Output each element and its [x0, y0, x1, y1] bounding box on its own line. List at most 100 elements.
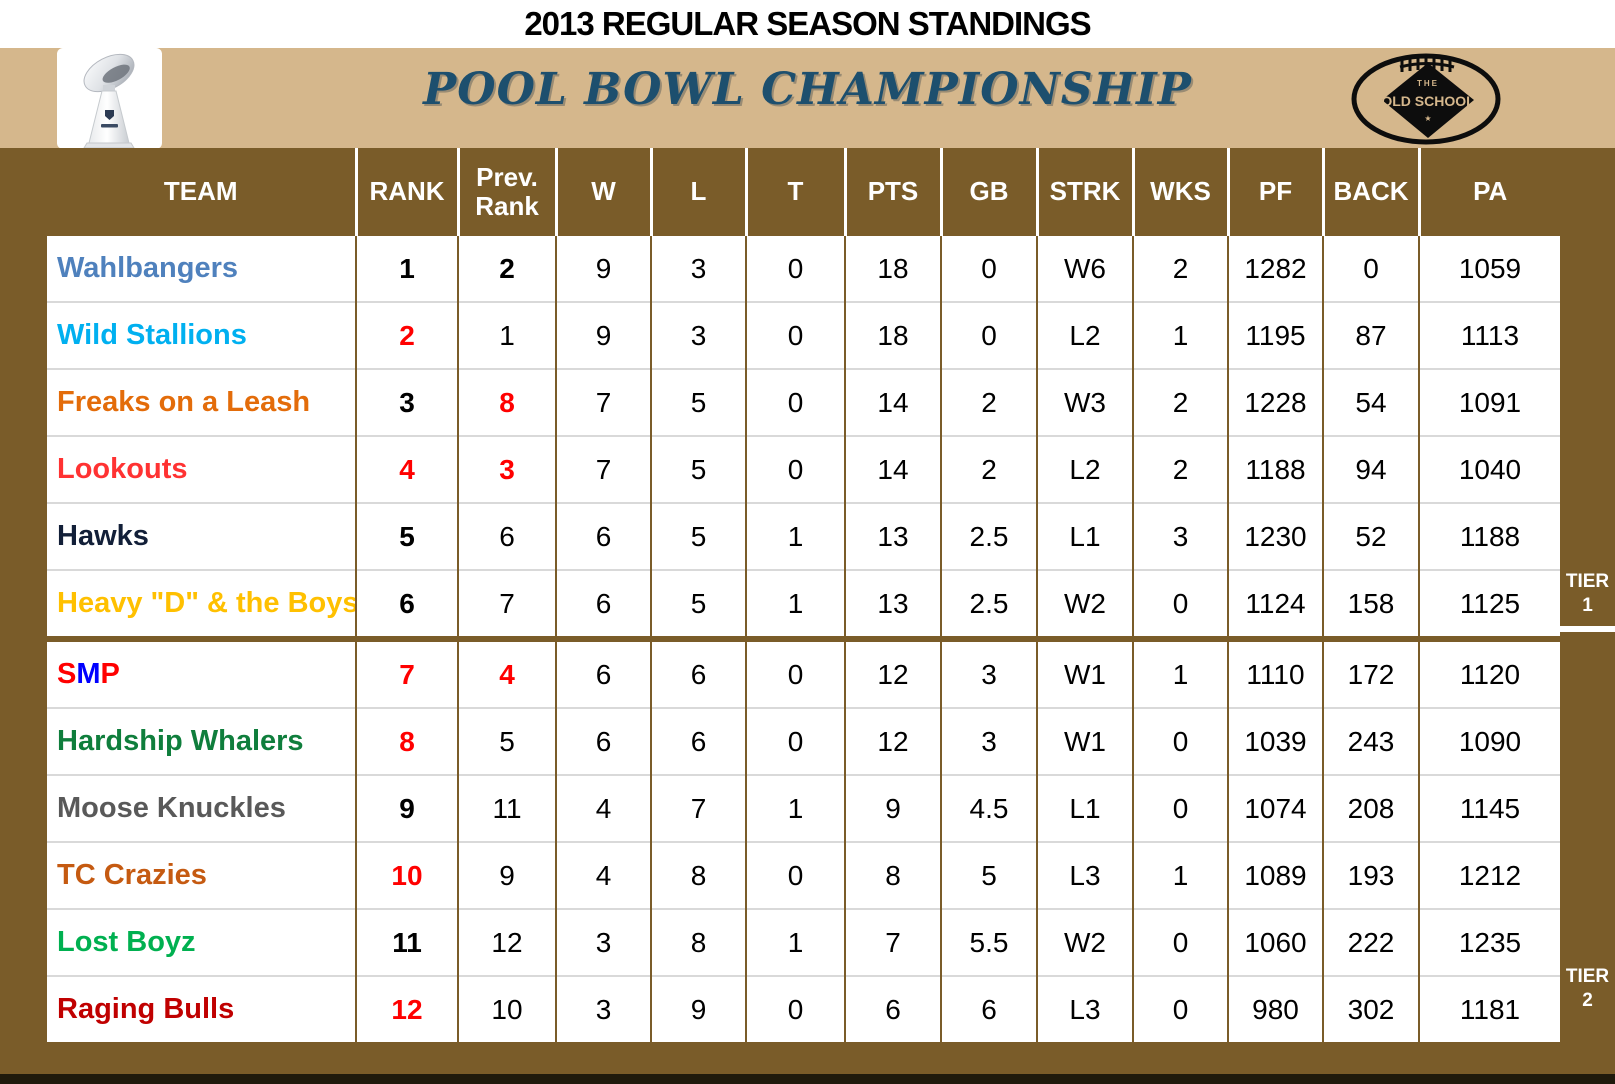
pf-cell: 1060	[1227, 908, 1323, 976]
wks-cell: 0	[1132, 569, 1228, 642]
w-cell: 7	[555, 435, 651, 503]
column-header-rank: RANK	[354, 148, 458, 236]
strk-cell: W1	[1036, 638, 1133, 708]
column-header-gb: GB	[939, 148, 1037, 236]
table-row: TC Crazies 10 9 4 8 0 8 5 L3 1 1089 193 1212	[47, 841, 1560, 909]
t-cell: 0	[745, 301, 845, 369]
pts-cell: 12	[844, 707, 941, 775]
pa-cell: 1113	[1418, 301, 1560, 369]
team-name-cell: Wahlbangers	[47, 236, 356, 302]
banner: POOL BOWL CHAMPIONSHIP THE <OLD SCHOOL>	[0, 48, 1615, 150]
gb-cell: 5	[940, 841, 1037, 909]
header-row: TEAM RANK Prev. Rank W L T PTS GB STRK WKS PF BACK P…	[47, 148, 1560, 236]
prev-rank-cell: 10	[457, 975, 556, 1048]
rank-cell: 6	[355, 569, 458, 642]
t-cell: 0	[745, 975, 845, 1048]
l-cell: 8	[650, 841, 746, 909]
rank-cell: 3	[355, 368, 458, 436]
team-name-cell: Wild Stallions	[47, 301, 356, 369]
tier-1-number: 1	[1582, 594, 1593, 616]
column-header-w: W	[554, 148, 651, 236]
w-cell: 6	[555, 707, 651, 775]
team-name-cell: Hardship Whalers	[47, 707, 356, 775]
title-bar: 2013 REGULAR SEASON STANDINGS	[0, 0, 1615, 48]
gb-cell: 2	[940, 368, 1037, 436]
pa-cell: 1212	[1418, 841, 1560, 909]
strk-cell: W1	[1036, 707, 1133, 775]
table-row: Wahlbangers 1 2 9 3 0 18 0 W6 2 1282 0 1059	[47, 236, 1560, 302]
gb-cell: 6	[940, 975, 1037, 1048]
wks-cell: 0	[1132, 707, 1228, 775]
prev-rank-cell: 6	[457, 502, 556, 570]
column-header-prev-rank: Prev. Rank	[456, 148, 556, 236]
rank-cell: 2	[355, 301, 458, 369]
t-cell: 0	[745, 236, 845, 302]
rank-cell: 11	[355, 908, 458, 976]
column-header-strk: STRK	[1035, 148, 1133, 236]
pa-cell: 1181	[1418, 975, 1560, 1048]
team-name-segment: Moose Knuckles	[57, 792, 286, 824]
logo-star: ★	[1424, 114, 1431, 123]
pa-cell: 1125	[1418, 569, 1560, 642]
column-header-back: BACK	[1321, 148, 1419, 236]
prev-rank-cell: 8	[457, 368, 556, 436]
pf-cell: 1110	[1227, 638, 1323, 708]
team-name-segment: Hardship Whalers	[57, 725, 304, 757]
gb-cell: 0	[940, 236, 1037, 302]
strk-cell: L3	[1036, 841, 1133, 909]
prev-rank-cell: 1	[457, 301, 556, 369]
back-cell: 94	[1322, 435, 1419, 503]
rank-cell: 9	[355, 774, 458, 842]
back-cell: 87	[1322, 301, 1419, 369]
pts-cell: 13	[844, 502, 941, 570]
pts-cell: 12	[844, 638, 941, 708]
prev-rank-cell: 9	[457, 841, 556, 909]
team-name-cell: Freaks on a Leash	[47, 368, 356, 436]
tier-2-word: TIER	[1565, 965, 1610, 987]
l-cell: 6	[650, 707, 746, 775]
tier-1-label: TIER 1	[1560, 561, 1615, 626]
table-row: Raging Bulls 12 10 3 9 0 6 6 L3 0 980 302 1181	[47, 975, 1560, 1048]
team-name-cell: SMP	[47, 638, 356, 708]
rank-cell: 12	[355, 975, 458, 1048]
wks-cell: 0	[1132, 908, 1228, 976]
pa-cell: 1091	[1418, 368, 1560, 436]
pa-cell: 1090	[1418, 707, 1560, 775]
wks-cell: 1	[1132, 841, 1228, 909]
pf-cell: 980	[1227, 975, 1323, 1048]
old-school-football-logo: THE <OLD SCHOOL> ★	[1350, 53, 1502, 150]
back-cell: 52	[1322, 502, 1419, 570]
w-cell: 6	[555, 502, 651, 570]
w-cell: 3	[555, 908, 651, 976]
pts-cell: 18	[844, 301, 941, 369]
team-name-segment: Heavy "D" & the Boys	[57, 587, 356, 619]
wks-cell: 2	[1132, 236, 1228, 302]
table-row: Moose Knuckles 9 11 4 7 1 9 4.5 L1 0 1074 208 1145	[47, 774, 1560, 842]
pa-cell: 1188	[1418, 502, 1560, 570]
team-name-segment: S	[57, 658, 77, 690]
team-name-segment: Raging Bulls	[57, 993, 235, 1025]
prev-rank-cell: 2	[457, 236, 556, 302]
pf-cell: 1124	[1227, 569, 1323, 642]
w-cell: 3	[555, 975, 651, 1048]
strk-cell: L1	[1036, 774, 1133, 842]
pa-cell: 1235	[1418, 908, 1560, 976]
team-name-segment: Freaks on a Leash	[57, 386, 311, 418]
pf-cell: 1188	[1227, 435, 1323, 503]
rank-cell: 7	[355, 638, 458, 708]
logo-the-text: THE	[1417, 79, 1439, 88]
column-header-pf: PF	[1226, 148, 1323, 236]
pa-cell: 1059	[1418, 236, 1560, 302]
column-header-t: T	[744, 148, 845, 236]
table-row: SMP 7 4 6 6 0 12 3 W1 1 1110 172 1120	[47, 638, 1560, 708]
wks-cell: 0	[1132, 774, 1228, 842]
strk-cell: W6	[1036, 236, 1133, 302]
team-name-segment: Hawks	[57, 520, 149, 552]
strk-cell: W2	[1036, 908, 1133, 976]
rank-cell: 4	[355, 435, 458, 503]
team-name-segment: TC Crazies	[57, 859, 207, 891]
column-header-l: L	[649, 148, 746, 236]
table-row: Freaks on a Leash 3 8 7 5 0 14 2 W3 2 1228 54 1091	[47, 368, 1560, 436]
prev-rank-cell: 5	[457, 707, 556, 775]
